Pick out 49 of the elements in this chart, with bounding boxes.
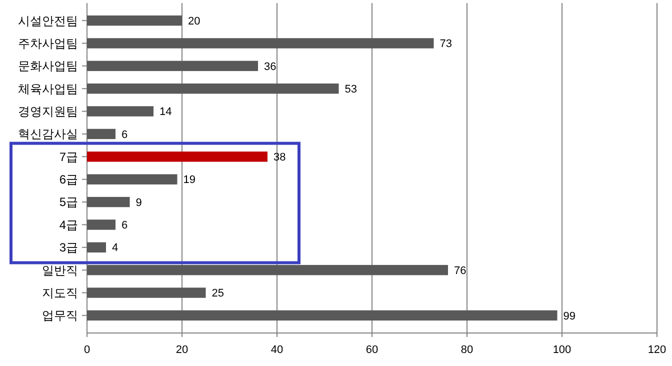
data-label: 36 bbox=[264, 60, 276, 73]
bar bbox=[87, 264, 448, 276]
data-label: 14 bbox=[160, 106, 172, 118]
x-tick-label: 100 bbox=[552, 344, 572, 356]
bar bbox=[87, 106, 154, 116]
x-tick-label: 120 bbox=[648, 344, 666, 356]
y-tick-label: 문화사업팀 bbox=[18, 59, 78, 74]
data-label: 73 bbox=[440, 38, 452, 50]
data-label: 4 bbox=[112, 242, 118, 254]
data-label: 25 bbox=[212, 288, 224, 300]
y-tick-label: 3급 bbox=[59, 240, 78, 255]
y-tick-label: 시설안전팀 bbox=[18, 14, 78, 28]
data-label: 6 bbox=[122, 128, 128, 141]
bar bbox=[87, 60, 258, 72]
x-tick-label: 80 bbox=[460, 344, 474, 356]
y-tick-label: 일반직 bbox=[42, 263, 78, 278]
x-tick-label: 20 bbox=[176, 344, 188, 356]
x-tick-label: 40 bbox=[270, 344, 284, 356]
bar bbox=[87, 84, 339, 94]
data-label: 6 bbox=[122, 220, 128, 232]
y-tick-label: 5급 bbox=[59, 195, 78, 210]
y-tick-label: 혁신감사실 bbox=[18, 127, 78, 142]
data-label: 99 bbox=[563, 310, 576, 322]
y-tick-label: 6급 bbox=[59, 172, 78, 187]
y-tick-label: 경영지원팀 bbox=[18, 104, 78, 118]
data-label: 38 bbox=[274, 152, 286, 164]
data-label: 19 bbox=[183, 174, 196, 186]
y-tick-label: 주차사업팀 bbox=[18, 36, 78, 50]
bar bbox=[87, 310, 558, 321]
y-tick-label: 4급 bbox=[59, 218, 78, 232]
bar bbox=[87, 288, 206, 298]
y-tick-label: 업무직 bbox=[42, 308, 78, 323]
bar bbox=[87, 196, 130, 208]
bar bbox=[87, 152, 268, 162]
bar bbox=[87, 242, 106, 252]
y-tick-label: 체육사업팀 bbox=[18, 82, 78, 96]
y-tick-label: 지도직 bbox=[42, 286, 78, 300]
data-label: 76 bbox=[454, 264, 466, 277]
bar bbox=[87, 15, 182, 26]
bar bbox=[87, 128, 116, 140]
bar bbox=[87, 38, 434, 48]
bar bbox=[87, 174, 178, 184]
x-tick-label: 0 bbox=[84, 344, 90, 356]
x-tick-label: 60 bbox=[366, 344, 378, 356]
data-label: 9 bbox=[136, 196, 142, 209]
data-label: 20 bbox=[188, 15, 200, 28]
data-label: 53 bbox=[344, 83, 357, 96]
y-tick-label: 7급 bbox=[59, 150, 78, 164]
bar bbox=[87, 220, 116, 230]
